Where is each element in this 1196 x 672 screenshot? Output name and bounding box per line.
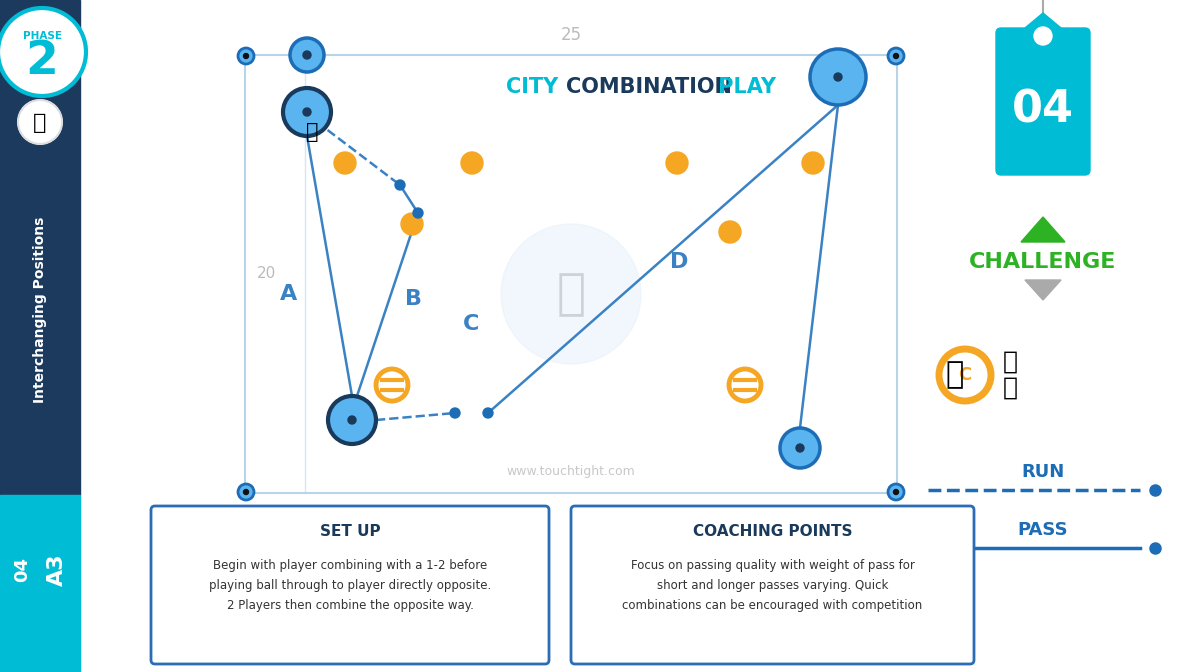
Circle shape [730,369,761,401]
Text: ⚽: ⚽ [306,122,318,142]
Circle shape [238,48,254,64]
Circle shape [803,152,824,174]
Text: CHALLENGE: CHALLENGE [969,252,1117,272]
Text: Interchanging Positions: Interchanging Positions [33,217,47,403]
Circle shape [887,48,904,64]
Circle shape [328,396,376,444]
Circle shape [893,489,898,495]
Bar [245,55,897,493]
Circle shape [450,408,460,418]
Circle shape [483,408,493,418]
Text: 04: 04 [13,558,31,583]
Text: PHASE: PHASE [23,31,61,41]
Text: ⚽: ⚽ [946,360,964,390]
Text: COMBINATION: COMBINATION [566,77,732,97]
Circle shape [797,444,804,452]
Text: PASS: PASS [1018,521,1068,539]
Circle shape [0,8,86,96]
Circle shape [334,152,356,174]
Text: COACHING POINTS: COACHING POINTS [692,525,853,540]
Text: 20: 20 [257,267,276,282]
Circle shape [834,73,842,81]
Text: CITY: CITY [506,77,566,97]
Text: 25: 25 [561,26,581,44]
Circle shape [18,100,62,144]
FancyBboxPatch shape [996,28,1090,175]
Bar [0,495,80,672]
Text: 🏃: 🏃 [556,270,586,318]
Text: C: C [463,314,480,334]
Text: D: D [670,252,689,272]
Polygon shape [1025,280,1061,300]
Circle shape [244,54,249,58]
Circle shape [395,180,405,190]
Circle shape [289,38,324,72]
Circle shape [893,54,898,58]
Circle shape [401,213,423,235]
Text: 04: 04 [1012,89,1074,132]
Text: 2: 2 [25,40,59,85]
Text: PLAY: PLAY [710,77,776,97]
Circle shape [810,49,866,105]
Circle shape [666,152,688,174]
Text: SET UP: SET UP [319,525,380,540]
Circle shape [283,88,331,136]
Circle shape [348,416,356,424]
FancyBboxPatch shape [151,506,549,664]
Bar [245,55,897,493]
Text: A3: A3 [47,554,67,586]
Text: ⚽: ⚽ [1002,350,1018,374]
Circle shape [244,489,249,495]
Text: B: B [405,289,422,309]
FancyBboxPatch shape [570,506,974,664]
Circle shape [780,428,820,468]
Circle shape [1035,27,1052,45]
Circle shape [460,152,483,174]
Text: Focus on passing quality with weight of pass for
short and longer passes varying: Focus on passing quality with weight of … [622,558,922,612]
Polygon shape [1013,13,1073,38]
Text: ⚽: ⚽ [1002,376,1018,400]
Polygon shape [1021,217,1064,242]
Circle shape [303,108,311,116]
Circle shape [887,484,904,500]
Bar [0,0,80,495]
Circle shape [238,484,254,500]
Circle shape [413,208,423,218]
Circle shape [501,224,641,364]
Text: A: A [280,284,298,304]
Circle shape [719,221,742,243]
Circle shape [303,51,311,59]
Text: Begin with player combining with a 1-2 before
playing ball through to player dir: Begin with player combining with a 1-2 b… [209,558,492,612]
Text: C: C [958,366,971,384]
Text: 🚶: 🚶 [33,113,47,133]
Circle shape [376,369,408,401]
Text: www.touchtight.com: www.touchtight.com [507,466,635,478]
Text: RUN: RUN [1021,463,1064,481]
